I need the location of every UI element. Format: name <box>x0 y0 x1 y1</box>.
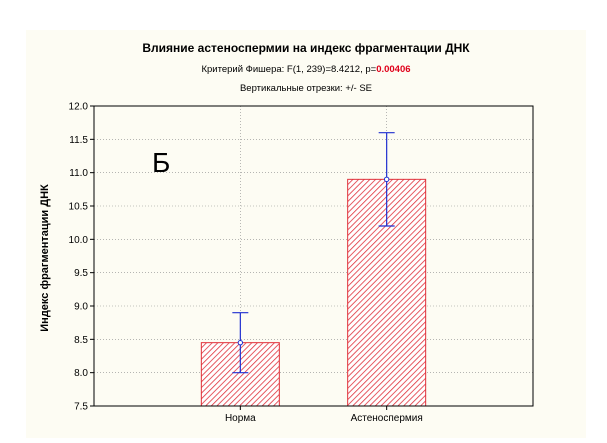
y-axis-ticks: 7.5 8.0 8.5 9.0 9.5 10.0 10.5 11.0 11.5 12.0 <box>69 102 94 413</box>
mean-point <box>237 339 244 346</box>
y-tick-label: 10.0 <box>69 235 89 246</box>
panel-label: Б <box>152 147 170 178</box>
mean-point <box>383 176 390 183</box>
chart-title: Влияние астеноспермии на индекс фрагмент… <box>142 41 470 55</box>
error-bars-group <box>232 132 395 374</box>
y-tick-label: 8.5 <box>74 335 88 346</box>
p-value: 0.00406 <box>376 64 410 75</box>
y-tick-label: 8.0 <box>74 368 88 379</box>
y-tick-label: 12.0 <box>69 102 89 113</box>
y-tick-label: 9.5 <box>74 268 88 279</box>
y-tick-label: 11.0 <box>69 168 88 179</box>
chart-subtitle: Критерий Фишера: F(1, 239)=8.4212, p=0.0… <box>201 64 410 75</box>
x-tick-label: Астеноспермия <box>351 413 423 424</box>
y-tick-label: 10.5 <box>69 202 89 213</box>
bars-group <box>200 178 427 407</box>
y-axis-label: Индекс фрагментации ДНК <box>39 184 51 332</box>
plot-area-frame <box>93 105 534 407</box>
x-tick-label: Норма <box>225 413 256 424</box>
y-tick-label: 11.5 <box>69 135 88 146</box>
y-tick-label: 9.0 <box>74 302 88 313</box>
y-tick-label: 7.5 <box>74 402 88 413</box>
chart-panel-background <box>26 30 586 438</box>
chart-subtitle-text: Критерий Фишера: F(1, 239)=8.4212, p= <box>201 64 376 75</box>
chart-subtitle-error-bars: Вертикальные отрезки: +/- SE <box>240 83 372 94</box>
x-axis-ticks: Норма Астеноспермия <box>225 406 423 424</box>
